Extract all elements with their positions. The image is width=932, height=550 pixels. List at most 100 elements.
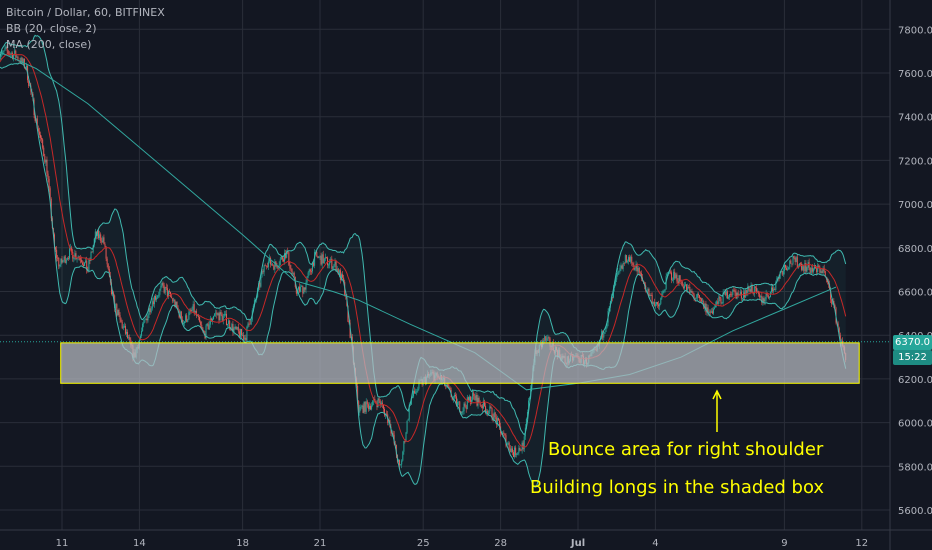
candle-body (492, 417, 494, 420)
candle-body (300, 286, 302, 292)
candle-body (476, 394, 478, 406)
candle-body (507, 442, 509, 444)
candle-body (647, 289, 649, 292)
candle-body (721, 302, 723, 304)
candle-body (520, 449, 522, 451)
candle-body (522, 442, 524, 450)
candle-body (517, 452, 519, 454)
candle-body (99, 234, 101, 239)
candle-body (5, 46, 7, 49)
candle-body (124, 325, 126, 334)
candle-body (834, 304, 836, 308)
candle-body (482, 400, 484, 409)
candle-body (604, 331, 606, 335)
candle-body (628, 257, 630, 262)
candle-body (682, 286, 684, 289)
candle-body (737, 292, 739, 296)
candle-body (319, 256, 321, 258)
candle-body (100, 234, 102, 241)
candle-body (370, 405, 372, 410)
candle-body (810, 267, 812, 273)
candle-body (403, 441, 405, 452)
candle-body (80, 259, 82, 263)
candle-body (402, 451, 404, 461)
candle-body (12, 53, 14, 60)
candle-body (266, 266, 268, 267)
candle-body (465, 406, 467, 409)
candle-body (794, 257, 796, 262)
candle-body (328, 264, 330, 266)
candle-body (324, 257, 326, 259)
candle-body (733, 289, 735, 291)
candle-body (49, 188, 51, 200)
candle-body (446, 384, 448, 387)
candle-body (488, 411, 490, 414)
candle-body (194, 310, 196, 313)
candle-body (379, 400, 381, 405)
candle-body (809, 268, 811, 273)
candle-body (143, 322, 145, 324)
bollinger-basis (0, 53, 847, 448)
candle-body (359, 406, 361, 413)
candle-body (529, 397, 531, 401)
candle-body (341, 274, 342, 281)
candle-body (503, 432, 505, 434)
candle-body (478, 397, 480, 403)
candle-body (546, 338, 548, 341)
bar-countdown-tag: 15:22 (893, 349, 932, 365)
candle-body (173, 299, 175, 302)
candle-body (676, 274, 678, 282)
candle-body (238, 331, 240, 338)
candle-body (502, 432, 504, 434)
candle-body (120, 319, 122, 322)
candle-body (457, 401, 459, 406)
candle-body (820, 271, 822, 273)
candle-body (365, 401, 367, 412)
candle-body (169, 291, 170, 292)
candle-body (516, 453, 518, 456)
candle-body (337, 268, 339, 275)
candle-body (619, 268, 621, 271)
candle-body (246, 326, 248, 341)
candle-body (466, 397, 468, 409)
candle-body (187, 319, 189, 322)
candle-body (663, 290, 665, 292)
y-tick-label: 6600.0 (898, 288, 932, 299)
candle-body (526, 411, 528, 419)
candle-body (259, 282, 261, 287)
candle-body (703, 301, 705, 309)
candle-body (116, 304, 118, 316)
candle-body (221, 314, 223, 321)
candle-body (218, 313, 220, 321)
annotation-line1: Bounce area for right shoulder (548, 439, 824, 460)
x-tick-label: 25 (417, 538, 430, 549)
candle-body (657, 302, 659, 305)
candle-body (199, 316, 201, 322)
candle-body (44, 155, 46, 163)
candle-body (761, 296, 763, 304)
candle-body (88, 260, 90, 271)
candle-body (401, 460, 403, 465)
candle-body (759, 293, 761, 298)
candle-body (456, 396, 458, 406)
candle-body (198, 315, 200, 317)
candle-body (177, 307, 179, 311)
candle-body (2, 51, 4, 53)
candle-body (299, 286, 301, 292)
candle-body (63, 256, 65, 261)
candle-body (462, 411, 464, 412)
candle-body (127, 331, 129, 339)
candle-body (317, 256, 319, 259)
candle-body (164, 286, 166, 293)
candle-body (62, 260, 64, 263)
candle-body (762, 298, 764, 304)
candle-body (210, 318, 212, 322)
legend-moving-average: MA (200, close) (6, 38, 92, 51)
x-tick-label: 18 (236, 538, 249, 549)
candle-body (678, 275, 680, 284)
candle-body (788, 267, 790, 270)
legend-bollinger-bands: BB (20, close, 2) (6, 22, 97, 35)
candle-body (363, 401, 365, 413)
